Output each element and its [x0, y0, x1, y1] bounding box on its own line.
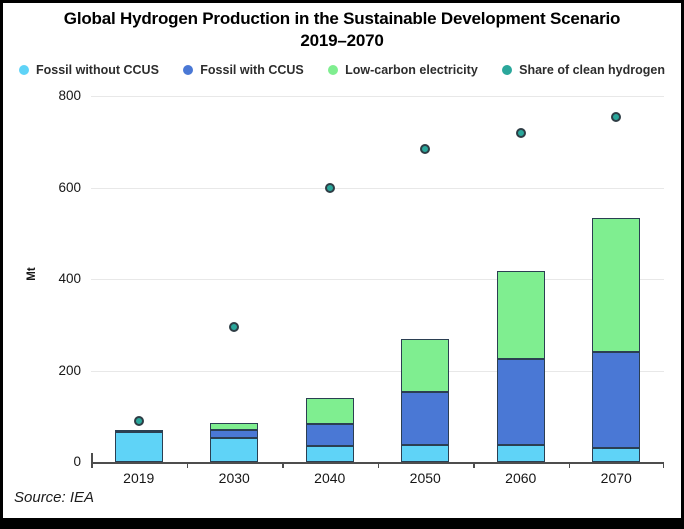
share-dot-2040	[325, 183, 335, 193]
x-axis-tick	[378, 462, 380, 468]
gridline-200	[91, 371, 664, 372]
x-axis-tick	[663, 462, 665, 468]
bar-2060-low-carbon-electricity	[497, 271, 545, 359]
x-axis-tick	[569, 462, 571, 468]
y-axis-stub	[91, 453, 93, 462]
bar-2060-fossil-without-ccus	[497, 445, 545, 462]
share-dot-2070	[611, 112, 621, 122]
share-dot-2030	[229, 322, 239, 332]
bar-2070-low-carbon-electricity	[592, 218, 640, 352]
bar-2019-fossil-with-ccus	[115, 430, 163, 433]
x-axis-label-2060: 2060	[486, 470, 556, 486]
x-axis-tick	[473, 462, 475, 468]
x-axis-tick	[91, 462, 93, 468]
bar-2070-fossil-without-ccus	[592, 448, 640, 462]
gridline-600	[91, 188, 664, 189]
chart-area: Mt 0200400600800201920302040205020602070	[3, 3, 681, 518]
bar-2050-fossil-without-ccus	[401, 445, 449, 462]
y-axis-tick-200: 200	[37, 363, 81, 379]
share-dot-2019	[134, 416, 144, 426]
source-note: Source: IEA	[14, 489, 94, 506]
bar-2070-fossil-with-ccus	[592, 352, 640, 449]
x-axis-label-2050: 2050	[390, 470, 460, 486]
bar-2040-fossil-without-ccus	[306, 446, 354, 462]
y-axis-tick-400: 400	[37, 271, 81, 287]
x-axis-label-2070: 2070	[581, 470, 651, 486]
share-dot-2060	[516, 128, 526, 138]
bar-2040-low-carbon-electricity	[306, 398, 354, 424]
bar-2030-fossil-without-ccus	[210, 438, 258, 462]
chart-card: Global Hydrogen Production in the Sustai…	[0, 0, 684, 529]
gridline-400	[91, 279, 664, 280]
bar-2050-fossil-with-ccus	[401, 392, 449, 446]
x-axis-tick	[187, 462, 189, 468]
gridline-800	[91, 96, 664, 97]
bar-2040-fossil-with-ccus	[306, 424, 354, 446]
bar-2030-low-carbon-electricity	[210, 423, 258, 431]
bar-2050-low-carbon-electricity	[401, 339, 449, 391]
bar-2030-fossil-with-ccus	[210, 430, 258, 438]
x-axis-tick	[282, 462, 284, 468]
y-axis-tick-600: 600	[37, 180, 81, 196]
x-axis-label-2030: 2030	[199, 470, 269, 486]
share-dot-2050	[420, 144, 430, 154]
bar-2060-fossil-with-ccus	[497, 359, 545, 445]
y-axis-tick-0: 0	[37, 454, 81, 470]
x-axis-label-2040: 2040	[295, 470, 365, 486]
x-axis-label-2019: 2019	[104, 470, 174, 486]
bar-2019-fossil-without-ccus	[115, 432, 163, 462]
y-axis-tick-800: 800	[37, 88, 81, 104]
